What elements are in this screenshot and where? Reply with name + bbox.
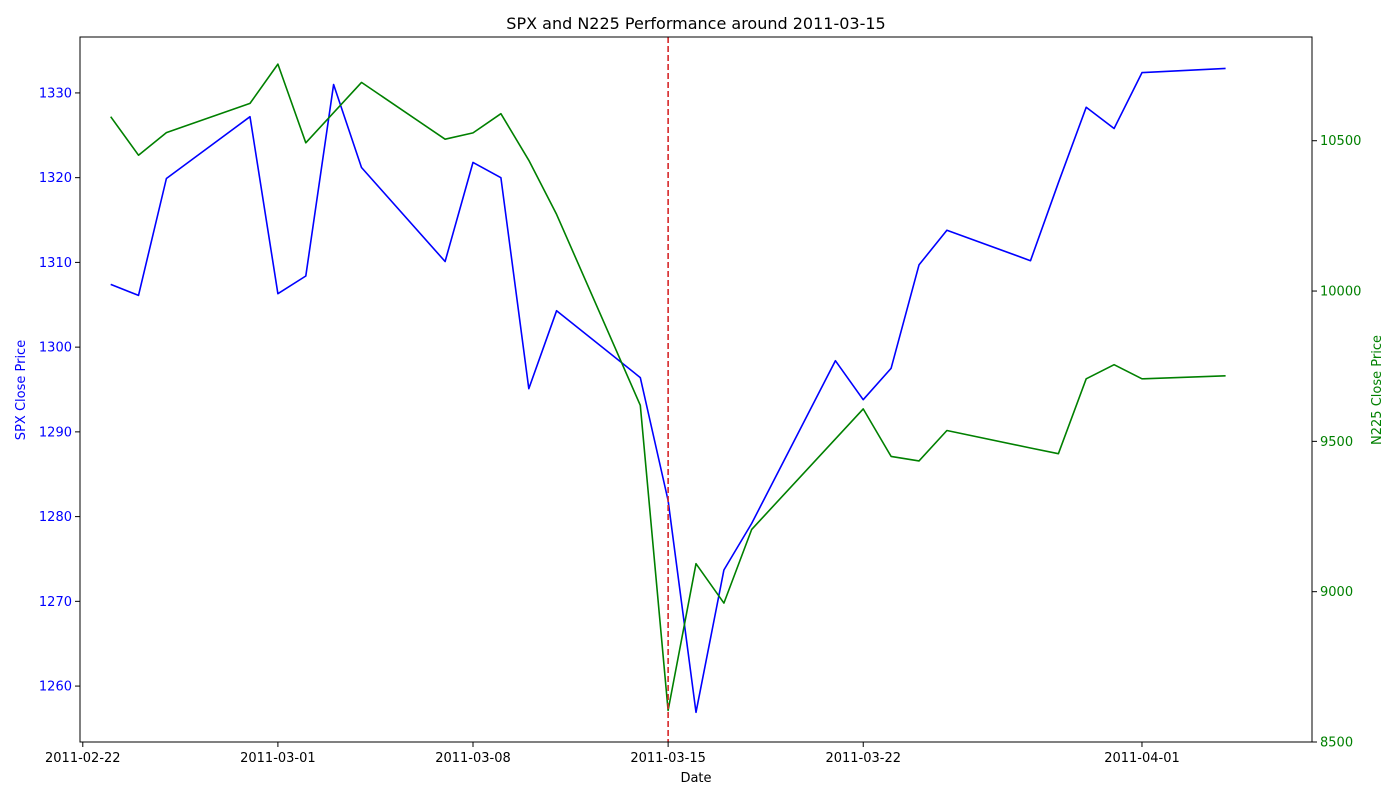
x-tick-label: 2011-03-22: [825, 751, 901, 766]
y-left-tick-label: 1270: [39, 595, 72, 610]
y-right-tick-label: 8500: [1320, 736, 1353, 751]
y-left-tick-label: 1310: [39, 256, 72, 271]
x-axis-title: Date: [680, 771, 711, 786]
y-left-tick-label: 1320: [39, 171, 72, 186]
y-left-tick-label: 1290: [39, 425, 72, 440]
y-axis-left-title: SPX Close Price: [14, 340, 29, 440]
y-left-tick-label: 1280: [39, 510, 72, 525]
x-tick-label: 2011-03-01: [240, 751, 316, 766]
y-right-tick-label: 9000: [1320, 585, 1353, 600]
x-tick-label: 2011-04-01: [1104, 751, 1180, 766]
n225-series-line: [110, 63, 1226, 712]
y-right-tick-label: 10000: [1320, 285, 1361, 300]
y-left-tick-label: 1330: [39, 86, 72, 101]
y-axis-right-title: N225 Close Price: [1370, 335, 1385, 445]
chart-title: SPX and N225 Performance around 2011-03-…: [506, 14, 885, 33]
x-tick-label: 2011-03-15: [630, 751, 706, 766]
x-tick-label: 2011-03-08: [435, 751, 511, 766]
y-right-tick-label: 9500: [1320, 435, 1353, 450]
y-left-tick-label: 1300: [39, 341, 72, 356]
y-left-tick-label: 1260: [39, 680, 72, 695]
plot-frame: [79, 36, 1313, 743]
y-right-tick-label: 10500: [1320, 134, 1361, 149]
x-tick-label: 2011-02-22: [45, 751, 121, 766]
